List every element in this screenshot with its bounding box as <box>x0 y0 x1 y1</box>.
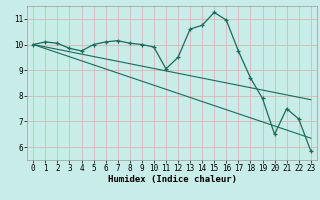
X-axis label: Humidex (Indice chaleur): Humidex (Indice chaleur) <box>108 175 236 184</box>
